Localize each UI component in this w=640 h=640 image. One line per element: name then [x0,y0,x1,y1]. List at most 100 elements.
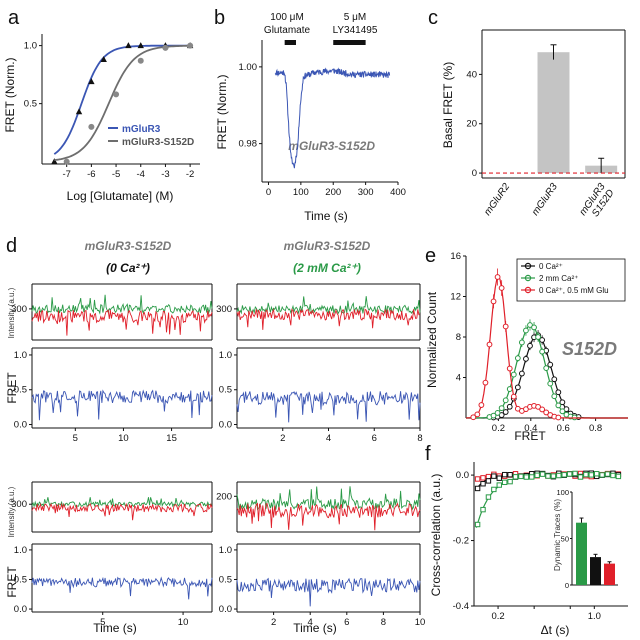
histogram-point [514,384,521,391]
fret-trace-line [31,576,213,600]
histogram-point [486,341,493,348]
histogram-point [555,402,562,409]
correlation-point [583,471,589,478]
category-label-1: mGluR3 [530,181,560,218]
panel-b-x-tick-label: 300 [358,187,374,198]
histogram-point [543,365,550,372]
d3-fret-y-tick-label: 0.0 [14,604,27,615]
correlation-point [485,478,492,484]
panel-letter-d: d [6,235,17,257]
panel-b-x-tick-label: 0 [266,187,271,198]
correlation-point [474,476,481,482]
correlation-point [599,472,605,478]
d4-fret-plot: 2 4 6 8 10 0.0 0.5 1.0 [219,543,425,628]
correlation-point [610,472,616,479]
panel-d-titles: mGluR3-S152D (0 Ca²⁺) mGluR3-S152D (2 mM… [5,239,371,635]
histogram-point [539,406,546,413]
d4-intensity-y-tick-label: 200 [216,491,232,502]
panel-letter-a: a [8,7,20,29]
correlation-point [518,473,524,480]
legend-mglur3: mGluR3 [122,124,161,135]
d-xlabel-left: Time (s) [93,621,137,635]
dose-response-chart: FRET (Norm.) Log [Glutamate] (M) -7 -6 -5 -… [3,34,200,203]
panel-c-y-tick-label: 20 [466,119,477,130]
correlation-point [474,485,481,492]
d-fret-label-2: FRET [5,566,19,598]
correlation-point [604,471,611,477]
d-intensity-label-2: Intensity (a.u.) [7,486,16,537]
correlation-point [485,494,492,500]
d-xlabel-right: Time (s) [293,621,337,635]
histogram-point [543,409,550,416]
correlation-point [577,474,584,480]
panel-a-x-tick-label: -3 [161,169,169,180]
panel-e-y-tick-label: 4 [456,373,461,384]
data-point-triangle [125,42,132,49]
panel-c-y-tick-label: 40 [466,69,477,80]
histogram-point [506,386,513,392]
treatment-ly-name: LY341495 [333,25,378,36]
correlation-point [523,474,530,480]
panel-f-x-tick-label: 1.0 [588,611,601,622]
panel-c-y-tick-label: 0 [472,168,477,179]
histogram-point [523,327,529,334]
d2-fret-y-tick-label: 0.0 [219,420,232,431]
basal-fret-bar-chart: Basal FRET (%) 0 20 40 mGluR2 mGluR3 mGluR3S… [441,29,626,219]
intensity-trace-donor [31,309,213,336]
data-point-circle [187,42,194,49]
histogram-point [482,379,489,386]
histogram-point [571,414,578,421]
histogram-point [559,408,566,415]
intensity-trace-donor [31,502,213,521]
histogram-point [539,348,546,355]
histogram-point [502,409,509,415]
histogram-point [494,274,501,280]
correlation-point [507,478,513,485]
panel-letter-b: b [214,7,225,29]
panel-f-y-tick-label: 0.0 [456,470,469,481]
inset-ylabel: Dynamic Traces (%) [553,499,562,571]
panel-e-x-tick-label: 0.2 [492,423,505,434]
panel-b-x-tick-label: 200 [325,187,341,198]
histogram-point [535,403,541,410]
intensity-trace-donor [236,308,421,330]
treatment-glutamate-conc: 100 μM [270,12,304,23]
d2-fret-x-tick-label: 2 [280,433,285,444]
d3-fret-y-tick-label: 1.0 [14,545,27,556]
panel-letter-f: f [425,443,431,465]
d4-fret-x-tick-label: 6 [344,617,349,628]
fret-trace-line [274,67,391,169]
d3-intensity-plot: 300 [11,481,213,533]
d-title-right: mGluR3-S152D [284,239,371,253]
histogram-point [502,397,509,404]
histogram-point [490,412,497,419]
histogram-point [470,414,477,421]
intensity-trace-acceptor [236,486,421,511]
d1-fret-x-tick-label: 5 [73,433,78,444]
d2-fret-plot: 2 4 6 8 0.0 0.5 1.0 [219,347,423,444]
correlation-point [550,473,557,479]
correlation-point [491,486,497,493]
intensity-trace-acceptor [31,294,213,315]
d3-intensity-y-tick-label: 300 [11,499,27,510]
panel-e-x-tick-label: 0.6 [557,423,570,434]
correlation-point [539,471,546,477]
correlation-point [501,479,508,486]
d2-fret-y-tick-label: 1.0 [219,350,232,361]
data-point-circle [88,123,95,130]
d2-intensity-y-tick-label: 300 [216,304,232,315]
panel-b-y-tick-label: 0.98 [239,139,258,150]
data-point-triangle [100,56,107,63]
fret-time-trace-chart: FRET (Norm.) Time (s) 100 μM Glutamate 5… [215,12,406,223]
d-title-left: mGluR3-S152D [85,239,172,253]
panel-e-x-tick-label: 0.4 [524,423,537,434]
data-point-circle [63,158,70,165]
correlation-point [496,482,502,488]
panel-a-y-tick-label: 1.0 [24,41,37,52]
panel-b-construct-label: mGluR3-S152D [288,139,375,153]
inset-bar-2 [604,563,615,585]
d2-fret-x-tick-label: 4 [326,433,331,444]
intensity-trace-acceptor [31,497,213,508]
d2-fret-x-tick-label: 8 [417,433,422,444]
